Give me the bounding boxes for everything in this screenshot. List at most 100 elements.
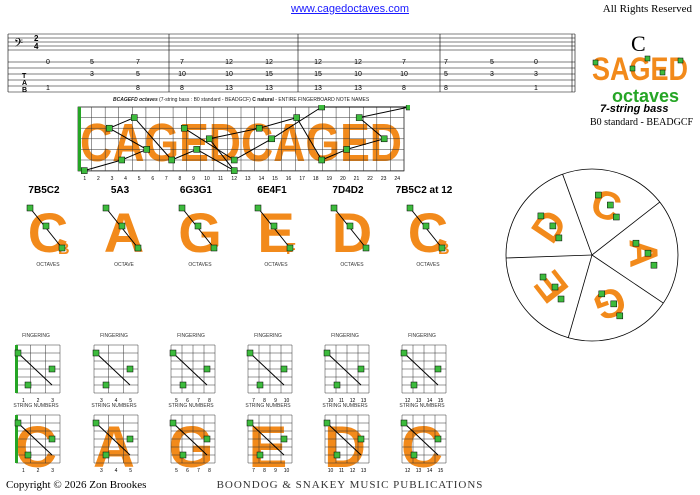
note-marker <box>357 435 365 443</box>
svg-text:D: D <box>324 415 366 475</box>
note-marker <box>434 365 442 373</box>
fret-number: 14 <box>259 176 265 182</box>
fret-number: 1 <box>22 398 25 404</box>
note-marker <box>256 451 264 459</box>
copyright: Copyright © 2026 Zon Brookes <box>6 479 147 491</box>
svg-text:E: E <box>249 415 288 475</box>
fret-number: 4 <box>115 468 118 474</box>
fret-number: 9 <box>274 468 277 474</box>
note-marker <box>118 156 125 164</box>
octave-caption: OCTAVES <box>416 262 440 268</box>
tab-note: 5 <box>444 71 448 78</box>
diagram-caption: FINGERING <box>408 333 436 339</box>
tab-note: 10 <box>400 71 408 78</box>
logo-octaves: octaves <box>612 86 679 106</box>
note-marker <box>26 204 34 212</box>
note-marker <box>323 419 331 427</box>
fret-number: 12 <box>231 176 237 182</box>
note-marker <box>102 451 110 459</box>
svg-text:A: A <box>22 80 27 87</box>
note-marker <box>610 300 618 308</box>
tab-note: 10 <box>178 71 186 78</box>
note-marker <box>254 204 262 212</box>
note-marker <box>400 349 408 357</box>
fret-number: 7 <box>165 176 168 182</box>
fret-number: 12 <box>350 398 356 404</box>
shape-icon: A <box>102 201 144 260</box>
diagram-caption: FINGERING <box>331 333 359 339</box>
octave-caption: OCTAVES <box>36 262 60 268</box>
tab-note: 7 <box>402 59 406 66</box>
fret-diagram: D10 11 12 13 <box>323 414 370 475</box>
note-marker <box>210 244 218 252</box>
logo-word: SAGED <box>592 51 688 87</box>
note-marker <box>595 191 602 199</box>
note-marker <box>330 204 338 212</box>
note-marker <box>607 201 614 209</box>
fret-diagram: C12 13 14 15 <box>400 414 447 475</box>
fret-number: 22 <box>367 176 373 182</box>
note-marker <box>268 135 275 143</box>
tab-note: 12 <box>354 59 362 66</box>
fret-number: 18 <box>313 176 319 182</box>
fret-number: 7 <box>252 468 255 474</box>
note-marker <box>203 435 211 443</box>
site-url-link[interactable]: www.cagedoctaves.com <box>291 3 409 15</box>
note-marker <box>406 204 414 212</box>
shape-label: 5A3 <box>110 185 130 196</box>
tab-notes: 0153758710812101312151312151312101371087… <box>46 59 538 92</box>
note-marker <box>422 222 430 230</box>
note-marker <box>246 349 254 357</box>
note-marker <box>539 273 547 281</box>
logo-key: C <box>631 31 646 56</box>
octave-caption: OCTAVES <box>264 262 288 268</box>
bass-clef-staff <box>7 33 576 93</box>
fret-number: 15 <box>272 176 278 182</box>
full-fretboard: CAGEDCAGED 1 2 3 4 5 6 7 8 9 10 11 12 13 14 15 16 17 18 19… <box>77 105 410 182</box>
note-marker <box>230 167 238 174</box>
diagram-caption: STRING NUMBERS <box>245 403 291 409</box>
fret-diagram: G5 6 7 8 <box>168 414 216 475</box>
svg-text:C: C <box>401 415 443 475</box>
note-marker <box>255 124 263 132</box>
note-marker <box>246 419 254 427</box>
shape-label: 7B5C2 at 12 <box>395 185 453 196</box>
diagram-caption: FINGERING <box>177 333 205 339</box>
fret-number: 12 <box>405 468 411 474</box>
note-marker <box>346 222 354 230</box>
note-marker <box>134 244 142 252</box>
fret-number: 24 <box>394 176 400 182</box>
note-marker <box>650 261 658 269</box>
fret-diagram: 12 13 14 15 <box>400 344 447 404</box>
note-marker <box>130 114 138 121</box>
diagram-caption: STRING NUMBERS <box>399 403 445 409</box>
fret-number: 8 <box>263 468 266 474</box>
fret-number: 5 <box>175 468 178 474</box>
note-marker <box>555 234 563 242</box>
svg-text:A: A <box>93 415 135 475</box>
fret-number: 12 <box>405 398 411 404</box>
note-marker <box>48 435 56 443</box>
tab-note: 7 <box>136 59 140 66</box>
tab-note: 12 <box>265 59 273 66</box>
fretboard-title: BCAGEFD octaves (7-string bass : B0 stan… <box>113 97 370 103</box>
tab-note: 3 <box>534 71 538 78</box>
tab-note: 5 <box>136 71 140 78</box>
fret-number: 13 <box>245 176 251 182</box>
shape-icon: G <box>178 201 222 260</box>
tab-note: 13 <box>354 85 362 92</box>
note-marker <box>644 249 652 257</box>
fret-number: 3 <box>51 398 54 404</box>
note-marker <box>410 451 418 459</box>
note-marker <box>410 381 418 389</box>
fret-number: 7 <box>197 398 200 404</box>
note-marker <box>380 135 388 143</box>
svg-text:B: B <box>22 87 27 94</box>
fret-number: 6 <box>186 468 189 474</box>
note-marker <box>194 222 202 230</box>
note-marker <box>293 114 300 121</box>
fret-number: 14 <box>427 468 433 474</box>
note-marker <box>613 213 620 221</box>
tab-note: 0 <box>534 59 538 66</box>
octave-caption: OCTAVE <box>114 262 134 268</box>
